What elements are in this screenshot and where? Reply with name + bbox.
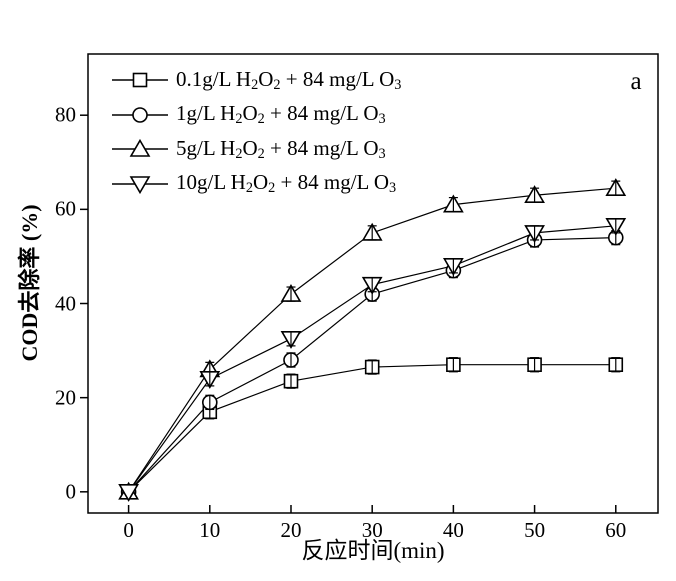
panel-label: a	[630, 68, 642, 95]
y-tick-label: 40	[55, 291, 76, 315]
x-tick-label: 0	[123, 518, 134, 542]
x-tick-label: 50	[524, 518, 546, 542]
legend-key	[112, 72, 168, 88]
y-tick-label: 60	[55, 196, 76, 221]
square-marker-icon	[132, 72, 148, 88]
legend-label: 0.1g/L H2O2 + 84 mg/L O3	[176, 66, 402, 93]
series-points-square	[121, 357, 624, 500]
y-tick-label: 20	[55, 385, 76, 410]
legend-key	[112, 139, 168, 158]
legend-item: 1g/L H2O2 + 84 mg/L O3	[112, 98, 401, 133]
y-tick-label: 80	[55, 102, 76, 127]
y-axis-title: COD去除率 (%)	[17, 204, 42, 362]
triangle-down-marker-icon	[118, 484, 139, 502]
plot-border	[87, 53, 659, 514]
legend-key	[112, 175, 168, 194]
x-tick-label: 40	[442, 518, 464, 542]
x-tick-label: 10	[199, 518, 221, 542]
legend-item: 5g/L H2O2 + 84 mg/L O3	[112, 132, 401, 167]
series-line-square	[128, 364, 616, 493]
series-points-triangle-down	[118, 218, 627, 502]
legend: 0.1g/L H2O2 + 84 mg/L O3 1g/L H2O2 + 84 m…	[112, 63, 401, 201]
legend-label: 10g/L H2O2 + 84 mg/L O3	[176, 170, 397, 197]
y-tick-label: 0	[65, 479, 77, 504]
series-points-triangle-up	[118, 178, 627, 500]
x-tick-label: 20	[280, 518, 302, 542]
triangle-down-marker-icon	[129, 175, 151, 194]
x-tick-label: 30	[361, 518, 383, 542]
x-axis-title: 反应时间(min)	[301, 538, 445, 563]
circle-marker-icon	[132, 106, 148, 123]
triangle-up-marker-icon	[129, 139, 151, 158]
series-line-triangle-down	[128, 225, 616, 493]
legend-label: 1g/L H2O2 + 84 mg/L O3	[176, 101, 386, 128]
x-tick-label: 60	[605, 518, 627, 542]
legend-item: 10g/L H2O2 + 84 mg/L O3	[112, 167, 401, 202]
legend-item: 0.1g/L H2O2 + 84 mg/L O3	[112, 63, 401, 98]
legend-label: 5g/L H2O2 + 84 mg/L O3	[176, 135, 386, 162]
legend-key	[112, 106, 168, 123]
